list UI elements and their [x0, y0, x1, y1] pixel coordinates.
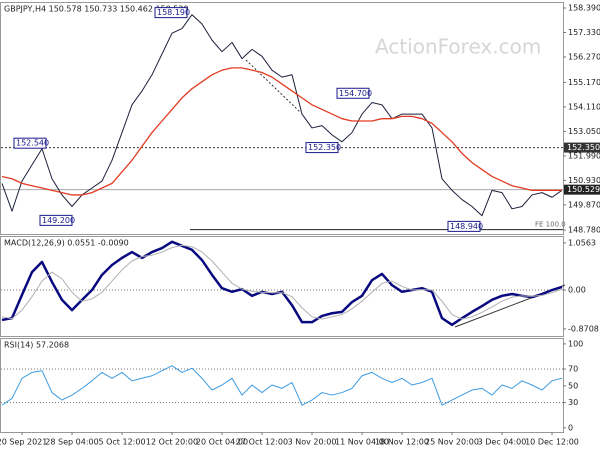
x-tick-label: 27 Oct 12:00	[236, 438, 288, 447]
rsi-title: RSI(14) 57.2068	[4, 341, 69, 350]
x-tick-label: 25 Nov 20:00	[425, 438, 479, 447]
annotation-label: 148.940	[450, 222, 483, 231]
y-tick-label: 155.170	[568, 78, 600, 87]
annotation-box	[39, 214, 73, 226]
x-tick-label: 5 Oct 12:00	[98, 438, 145, 447]
y-tick-label: 158.390	[568, 4, 600, 13]
y-tick-label: -0.8708	[568, 324, 599, 333]
x-tick-label: 3 Dec 04:00	[478, 438, 527, 447]
price-tag	[564, 184, 600, 195]
annotation-label: 152.540	[16, 139, 49, 148]
annotation-box	[447, 220, 481, 232]
price-tag	[564, 142, 600, 153]
macd-panel	[0, 236, 564, 337]
y-tick-label: 151.990	[568, 151, 600, 160]
annotation-box	[336, 87, 370, 99]
y-tick-label: 150.930	[568, 176, 600, 185]
price-panel	[0, 2, 564, 235]
series-line	[1, 14, 563, 217]
x-tick-label: 18 Nov 12:00	[375, 438, 429, 447]
series-line	[1, 240, 563, 327]
series-line	[1, 365, 563, 406]
annotation-label: 154.700	[339, 89, 372, 98]
y-tick-label: 1.0563	[568, 238, 596, 247]
fe-label: FE 100.0	[535, 221, 566, 229]
trend-line	[245, 59, 301, 113]
y-tick-label: 100	[568, 339, 583, 348]
y-tick-label: 153.050	[568, 127, 600, 136]
x-tick-label: 28 Sep 04:00	[45, 438, 98, 447]
y-tick-label: 0	[568, 423, 573, 432]
annotation-label: 149.200	[42, 216, 75, 225]
annotation-box	[13, 137, 47, 149]
annotation-label: 158.190	[157, 8, 190, 17]
series-line	[1, 67, 562, 196]
y-tick-label: 50	[568, 381, 578, 390]
series-line	[1, 244, 563, 320]
x-tick-label: 20 Oct 04:00	[196, 438, 248, 447]
y-tick-label: 70	[568, 365, 578, 374]
x-tick-label: 3 Nov 20:00	[288, 438, 337, 447]
macd-title: MACD(12,26,9) 0.0551 -0.0090	[4, 239, 129, 248]
price-tag-label: 150.529	[567, 185, 600, 194]
annotation-box	[305, 142, 339, 154]
y-tick-label: 157.330	[568, 28, 600, 37]
price-tag-label: 152.350	[567, 143, 600, 152]
annotation-label: 152.350	[308, 143, 341, 152]
y-tick-label: 154.110	[568, 102, 600, 111]
y-tick-label: 30	[568, 398, 578, 407]
x-tick-label: 10 Dec 12:00	[525, 438, 579, 447]
y-tick-label: 148.780	[568, 226, 600, 235]
y-tick-label: 149.870	[568, 200, 600, 209]
x-tick-label: 11 Nov 04:00	[335, 438, 389, 447]
y-tick-label: 156.270	[568, 52, 600, 61]
x-tick-label: 20 Sep 2021	[0, 438, 47, 447]
x-tick-label: 12 Oct 20:00	[146, 438, 198, 447]
annotation-box	[154, 7, 188, 19]
watermark: ActionForex.com	[375, 35, 541, 59]
symbol-header: GBPJPY,H4 150.578 150.733 150.462 150.52…	[4, 5, 189, 14]
y-tick-label: 0.00	[568, 286, 586, 295]
